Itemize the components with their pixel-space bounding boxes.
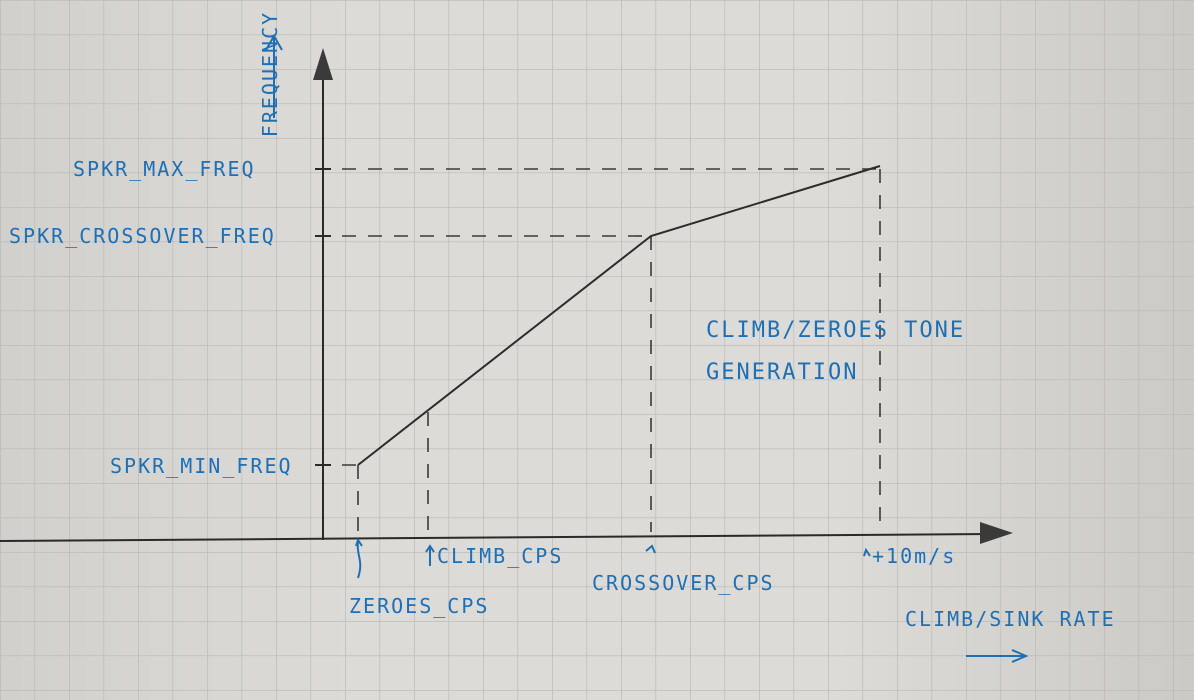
x-axis-label: CLIMB/SINK RATE	[905, 607, 1116, 631]
annotation-line-1: CLIMB/ZEROES TONE	[706, 318, 966, 343]
crossover-cps-label: CROSSOVER_CPS	[592, 571, 775, 595]
crossover-freq-label: SPKR_CROSSOVER_FREQ	[9, 224, 276, 248]
max-label-arrow	[863, 547, 871, 557]
climb-label-arrow	[425, 544, 435, 566]
max-freq-label: SPKR_MAX_FREQ	[73, 157, 256, 181]
frequency-curve	[357, 165, 881, 466]
x-axis-arrow	[980, 522, 1013, 544]
zeroes-label-arrow	[355, 537, 363, 579]
crossover-label-arrow	[645, 544, 656, 554]
y-axis-label: FREQUENCY	[258, 10, 283, 138]
annotation-line-2: GENERATION	[706, 360, 859, 385]
zeroes-cps-label: ZEROES_CPS	[349, 594, 490, 618]
y-axis-arrow	[313, 48, 333, 80]
frequency-arrow-head	[265, 33, 283, 51]
rate-arrow-head	[1011, 649, 1029, 663]
climb-cps-label: CLIMB_CPS	[437, 544, 564, 568]
x-axis	[0, 533, 991, 542]
min-freq-label: SPKR_MIN_FREQ	[110, 454, 293, 478]
max-rate-label: +10m/s	[872, 544, 957, 568]
